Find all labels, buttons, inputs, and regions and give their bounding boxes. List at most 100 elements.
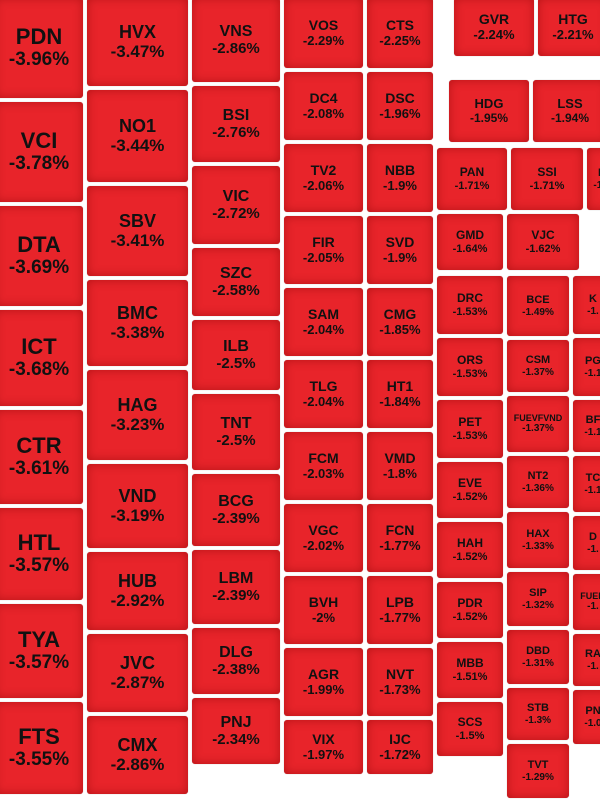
tile-change: -3.57% bbox=[8, 651, 70, 673]
treemap-tile[interactable]: PDR -1.52% bbox=[437, 582, 503, 638]
treemap-tile[interactable]: TLG -2.04% bbox=[284, 360, 363, 428]
treemap-tile[interactable]: BSI -2.76% bbox=[192, 86, 280, 162]
treemap-tile[interactable]: VMD -1.8% bbox=[367, 432, 433, 500]
treemap-tile[interactable]: TNT -2.5% bbox=[192, 394, 280, 470]
treemap-tile[interactable]: SIP -1.32% bbox=[507, 572, 569, 626]
treemap-tile[interactable]: RA -1. bbox=[573, 634, 600, 686]
treemap-tile[interactable]: D -1. bbox=[573, 516, 600, 570]
treemap-tile[interactable]: FUEM-1. bbox=[573, 574, 600, 630]
treemap-tile[interactable]: VNS -2.86% bbox=[192, 0, 280, 82]
treemap-tile[interactable]: CSM -1.37% bbox=[507, 340, 569, 392]
treemap-tile[interactable]: PDN -3.96% bbox=[0, 0, 83, 98]
treemap-tile[interactable]: SVD -1.9% bbox=[367, 216, 433, 284]
treemap-tile[interactable]: HT1 -1.84% bbox=[367, 360, 433, 428]
treemap-tile[interactable]: DSC -1.96% bbox=[367, 72, 433, 140]
treemap-tile[interactable]: NVT -1.73% bbox=[367, 648, 433, 716]
treemap-tile[interactable]: NO1 -3.44% bbox=[87, 90, 188, 182]
tile-symbol: IJC bbox=[389, 731, 411, 748]
treemap-tile[interactable]: ORS -1.53% bbox=[437, 338, 503, 396]
treemap-tile[interactable]: IJC -1.72% bbox=[367, 720, 433, 774]
treemap-tile[interactable]: DRC -1.53% bbox=[437, 276, 503, 334]
treemap-tile[interactable]: STB -1.3% bbox=[507, 688, 569, 740]
treemap-tile[interactable]: MBB -1.51% bbox=[437, 642, 503, 698]
tile-symbol: BF bbox=[585, 414, 600, 427]
tile-change: -1.53% bbox=[452, 305, 488, 318]
treemap-tile[interactable]: ILB -2.5% bbox=[192, 320, 280, 390]
treemap-tile[interactable]: PG -1.1 bbox=[573, 338, 600, 396]
treemap-tile[interactable]: HTG -2.21% bbox=[538, 0, 600, 56]
treemap-tile[interactable]: DLG -2.38% bbox=[192, 628, 280, 694]
treemap-tile[interactable]: CTS -2.25% bbox=[367, 0, 433, 68]
treemap-tile[interactable]: CTR -3.61% bbox=[0, 410, 83, 504]
treemap-tile[interactable]: TYA -3.57% bbox=[0, 604, 83, 698]
tile-symbol: VJC bbox=[531, 228, 555, 243]
treemap-tile[interactable]: ICT -3.68% bbox=[0, 310, 83, 406]
treemap-tile[interactable]: VJC -1.62% bbox=[507, 214, 579, 270]
treemap-tile[interactable]: HAH -1.52% bbox=[437, 522, 503, 578]
treemap-tile[interactable]: HVX -3.47% bbox=[87, 0, 188, 86]
treemap-tile[interactable]: VIC -2.72% bbox=[192, 166, 280, 244]
treemap-tile[interactable]: GMD -1.64% bbox=[437, 214, 503, 270]
treemap-tile[interactable]: BCE -1.49% bbox=[507, 276, 569, 336]
treemap-tile[interactable]: NT2 -1.36% bbox=[507, 456, 569, 508]
treemap-tile[interactable]: DTA -3.69% bbox=[0, 206, 83, 306]
treemap-tile[interactable]: HDG -1.95% bbox=[449, 80, 529, 142]
tile-symbol: FUEM bbox=[580, 590, 600, 601]
tile-change: -1. bbox=[587, 660, 599, 672]
treemap-tile[interactable]: SZC -2.58% bbox=[192, 248, 280, 316]
treemap-tile[interactable]: BCG -2.39% bbox=[192, 474, 280, 546]
treemap-tile[interactable]: B-1.4 bbox=[587, 148, 600, 210]
tile-symbol: VCI bbox=[20, 128, 58, 154]
treemap-tile[interactable]: BVH -2% bbox=[284, 576, 363, 644]
treemap-tile[interactable]: FCM -2.03% bbox=[284, 432, 363, 500]
treemap-tile[interactable]: HAG -3.23% bbox=[87, 370, 188, 460]
treemap-tile[interactable]: BMC -3.38% bbox=[87, 280, 188, 366]
treemap-tile[interactable]: TV2 -2.06% bbox=[284, 144, 363, 212]
treemap-tile[interactable]: JVC -2.87% bbox=[87, 634, 188, 712]
treemap-tile[interactable]: PET -1.53% bbox=[437, 400, 503, 458]
treemap-tile[interactable]: EVE -1.52% bbox=[437, 462, 503, 518]
treemap-tile[interactable]: SCS -1.5% bbox=[437, 702, 503, 756]
treemap-tile[interactable]: SAM -2.04% bbox=[284, 288, 363, 356]
treemap-tile[interactable]: PNJ -2.34% bbox=[192, 698, 280, 764]
treemap-tile[interactable]: FIR -2.05% bbox=[284, 216, 363, 284]
treemap-tile[interactable]: VND -3.19% bbox=[87, 464, 188, 548]
treemap-tile[interactable]: PN -1.0 bbox=[573, 690, 600, 744]
treemap-tile[interactable]: FCN -1.77% bbox=[367, 504, 433, 572]
treemap-tile[interactable]: VCI -3.78% bbox=[0, 102, 83, 202]
treemap-tile[interactable]: FUEVFVND -1.37% bbox=[507, 396, 569, 452]
tile-change: -2.03% bbox=[302, 465, 345, 481]
treemap-tile[interactable]: NBB -1.9% bbox=[367, 144, 433, 212]
treemap-tile[interactable]: LPB -1.77% bbox=[367, 576, 433, 644]
tile-symbol: NT2 bbox=[527, 470, 549, 483]
treemap-tile[interactable]: FTS -3.55% bbox=[0, 702, 83, 794]
treemap-tile[interactable]: DC4 -2.08% bbox=[284, 72, 363, 140]
treemap-tile[interactable]: HTL -3.57% bbox=[0, 508, 83, 600]
tile-symbol: RA bbox=[585, 648, 600, 661]
treemap-tile[interactable]: LBM -2.39% bbox=[192, 550, 280, 624]
tile-change: -2.39% bbox=[212, 509, 260, 527]
treemap-tile[interactable]: PAN -1.71% bbox=[437, 148, 507, 210]
treemap-tile[interactable]: K -1. bbox=[573, 276, 600, 334]
treemap-tile[interactable]: DBD -1.31% bbox=[507, 630, 569, 684]
treemap-tile[interactable]: SSI -1.71% bbox=[511, 148, 583, 210]
treemap-tile[interactable]: BF -1.1 bbox=[573, 400, 600, 452]
treemap-tile[interactable]: VOS -2.29% bbox=[284, 0, 363, 68]
treemap-tile[interactable]: LSS -1.94% bbox=[533, 80, 600, 142]
treemap-tile[interactable]: HUB -2.92% bbox=[87, 552, 188, 630]
treemap-tile[interactable]: SBV -3.41% bbox=[87, 186, 188, 276]
treemap-tile[interactable]: TVT -1.29% bbox=[507, 744, 569, 798]
tile-change: -3.61% bbox=[8, 457, 70, 479]
treemap-tile[interactable]: TC -1.1 bbox=[573, 456, 600, 512]
tile-change: -3.69% bbox=[8, 256, 70, 278]
treemap-tile[interactable]: HAX -1.33% bbox=[507, 512, 569, 568]
tile-symbol: VGC bbox=[308, 522, 339, 539]
treemap-tile[interactable]: VIX -1.97% bbox=[284, 720, 363, 774]
treemap-tile[interactable]: CMX -2.86% bbox=[87, 716, 188, 794]
treemap-tile[interactable]: GVR -2.24% bbox=[454, 0, 534, 56]
treemap-tile[interactable]: VGC -2.02% bbox=[284, 504, 363, 572]
treemap-tile[interactable]: AGR -1.99% bbox=[284, 648, 363, 716]
treemap-tile[interactable]: CMG -1.85% bbox=[367, 288, 433, 356]
tile-symbol: HTL bbox=[17, 530, 61, 556]
tile-change: -1.72% bbox=[379, 746, 421, 762]
